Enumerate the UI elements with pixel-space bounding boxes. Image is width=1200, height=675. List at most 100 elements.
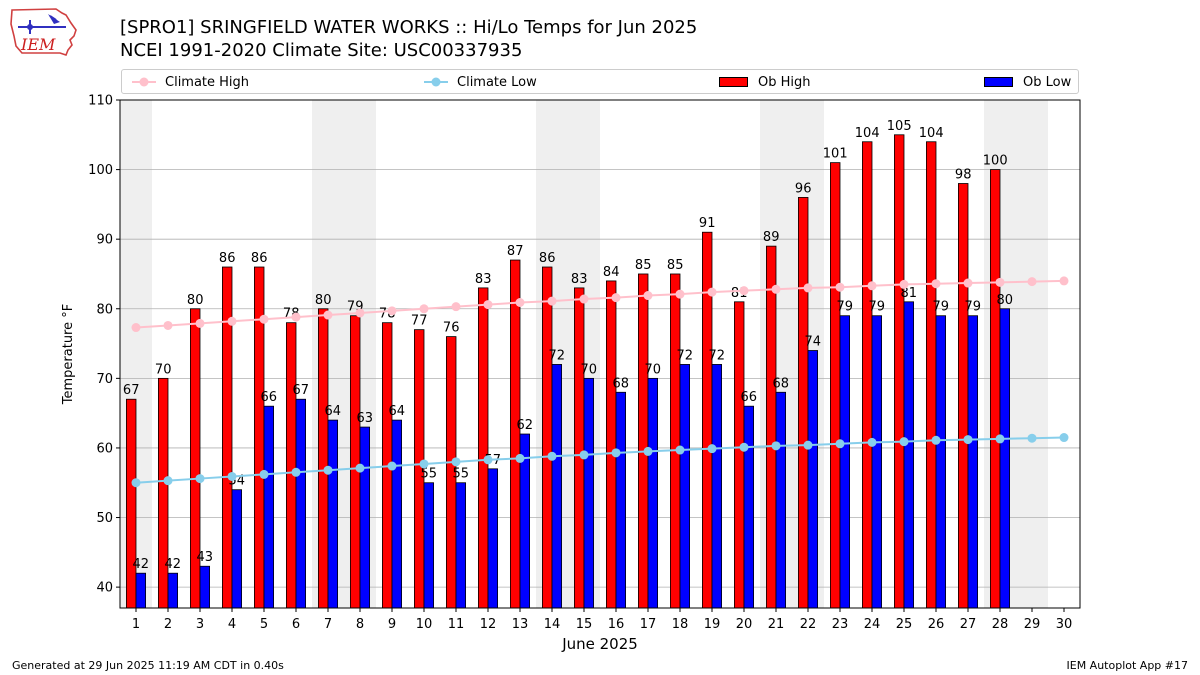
ob-low-bar <box>647 377 659 609</box>
climate-low-point <box>451 457 461 467</box>
climate-high-point <box>963 278 973 288</box>
ob-low-value-label: 63 <box>357 411 374 426</box>
legend-item-climate-low: Climate Low <box>424 74 537 90</box>
y-tick-label: 90 <box>96 233 113 248</box>
legend: Climate High Climate Low Ob High Ob Low <box>121 69 1079 94</box>
ob-low-value-label: 43 <box>197 550 214 565</box>
x-tick-label: 17 <box>640 617 657 632</box>
y-tick-label: 40 <box>96 581 113 596</box>
x-tick-label: 28 <box>992 617 1009 632</box>
climate-high-point <box>291 312 301 322</box>
y-tick-label: 50 <box>96 511 113 526</box>
x-tick-label: 26 <box>928 617 945 632</box>
climate-low-point <box>1027 433 1037 443</box>
x-tick-label: 5 <box>260 617 268 632</box>
ob-low-value-label: 74 <box>805 335 822 350</box>
legend-item-ob-high: Ob High <box>719 74 811 90</box>
ob-low-bar <box>263 405 275 609</box>
climate-low-point <box>931 435 941 445</box>
climate-low-point <box>995 434 1005 444</box>
generated-footer: Generated at 29 Jun 2025 11:19 AM CDT in… <box>12 659 284 672</box>
y-tick-label: 110 <box>88 94 113 109</box>
ob-low-value-label: 42 <box>165 557 182 572</box>
climate-high-point <box>515 298 525 308</box>
climate-high-point <box>707 287 717 297</box>
ob-high-bar <box>542 266 553 609</box>
ob-high-bar <box>317 308 329 609</box>
ob-low-value-label: 66 <box>261 390 278 405</box>
climate-high-point <box>483 300 493 310</box>
x-tick-label: 30 <box>1056 617 1073 632</box>
climate-high-point <box>259 314 269 324</box>
climate-low-point <box>131 478 141 488</box>
ob-low-value-label: 55 <box>453 467 470 482</box>
ob-low-bar <box>551 364 563 609</box>
climate-high-point <box>195 318 205 328</box>
ob-low-value-label: 72 <box>549 348 566 363</box>
ob-low-bar <box>423 482 435 609</box>
ob-high-bar <box>894 134 905 609</box>
legend-label-ob-high: Ob High <box>758 74 811 90</box>
ob-high-bar <box>734 301 745 609</box>
climate-low-point <box>1059 433 1069 443</box>
x-axis-label: June 2025 <box>561 635 638 653</box>
x-tick-label: 20 <box>736 617 753 632</box>
climate-high-point <box>931 279 941 289</box>
ob-low-value-label: 79 <box>933 300 950 315</box>
ob-low-bar <box>455 482 467 609</box>
ob-low-value-label: 68 <box>613 376 630 391</box>
ob-high-value-label: 70 <box>155 362 172 377</box>
ob-high-value-label: 67 <box>123 383 140 398</box>
ob-high-bar <box>766 245 777 609</box>
ob-low-value-label: 64 <box>325 404 342 419</box>
ob-high-value-label: 104 <box>919 126 944 141</box>
climate-high-point <box>451 302 461 312</box>
y-tick-label: 100 <box>88 163 113 178</box>
chart-subtitle: NCEI 1991-2020 Climate Site: USC00337935 <box>120 40 523 61</box>
y-tick-label: 60 <box>96 441 113 456</box>
x-tick-label: 22 <box>800 617 817 632</box>
ob-high-bar <box>670 273 681 609</box>
legend-item-ob-low: Ob Low <box>984 74 1071 90</box>
ob-high-value-label: 86 <box>539 251 556 266</box>
climate-low-point <box>899 437 909 447</box>
ob-low-bar <box>135 572 147 609</box>
climate-high-point <box>579 294 589 304</box>
ob-low-bar <box>935 315 947 609</box>
ob-low-value-label: 81 <box>901 286 918 301</box>
ob-low-bar <box>359 426 371 609</box>
ob-low-value-label: 67 <box>293 383 310 398</box>
ob-high-bar <box>798 197 809 609</box>
climate-low-line <box>135 436 1065 484</box>
x-tick-label: 2 <box>164 617 172 632</box>
ob-high-bar <box>926 141 937 609</box>
ob-low-bar <box>679 364 691 609</box>
ob-low-bar <box>903 301 915 609</box>
ob-high-bar <box>126 398 137 609</box>
ob-low-bar <box>807 350 819 609</box>
climate-high-point <box>1027 277 1037 287</box>
x-tick-label: 27 <box>960 617 977 632</box>
ob-high-value-label: 80 <box>315 293 332 308</box>
climate-low-point <box>419 459 429 469</box>
x-tick-label: 6 <box>292 617 300 632</box>
climate-high-point <box>131 323 141 333</box>
climate-low-point <box>323 465 333 475</box>
climate-low-point <box>195 474 205 484</box>
climate-low-point <box>707 444 717 454</box>
climate-high-point <box>323 310 333 320</box>
x-tick-label: 21 <box>768 617 785 632</box>
y-tick-label: 80 <box>96 302 113 317</box>
x-tick-label: 8 <box>356 617 364 632</box>
ob-low-bar <box>743 405 755 609</box>
legend-label-ob-low: Ob Low <box>1023 74 1072 90</box>
ob-low-bar <box>967 315 979 609</box>
ob-low-bar <box>711 364 723 609</box>
climate-high-point <box>611 293 621 303</box>
ob-low-value-label: 70 <box>581 362 598 377</box>
x-tick-label: 19 <box>704 617 721 632</box>
legend-label-climate-low: Climate Low <box>457 74 537 90</box>
x-tick-label: 1 <box>132 617 140 632</box>
climate-high-point <box>739 286 749 296</box>
